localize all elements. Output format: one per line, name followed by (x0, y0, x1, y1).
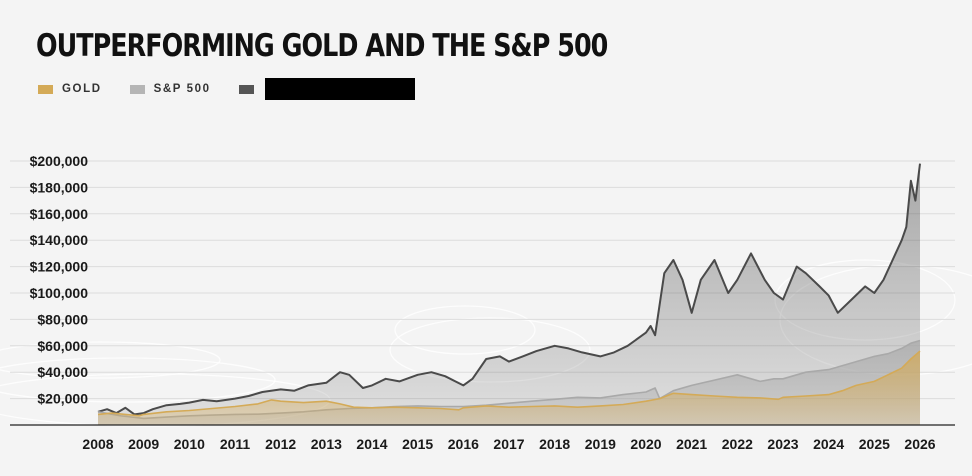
x-tick-label: 2025 (859, 436, 890, 452)
x-tick-label: 2022 (722, 436, 753, 452)
x-tick-label: 2008 (82, 436, 113, 452)
x-tick-label: 2014 (356, 436, 387, 452)
line-third (97, 163, 921, 416)
area-third (98, 163, 920, 425)
legend-swatch-gold (38, 84, 53, 94)
tick-labels: $20,000 $40,000 $60,000 $80,000 $100,000 $120… (30, 153, 936, 452)
x-tick-label: 2024 (813, 436, 844, 452)
x-tick-label: 2020 (630, 436, 661, 452)
contour-line (0, 357, 276, 403)
x-tick-label: 2010 (174, 436, 205, 452)
redacted-label-box (264, 78, 415, 100)
legend: GOLD S&P 500 (38, 78, 443, 100)
x-tick-label: 2013 (311, 436, 342, 452)
legend-swatch-sp500 (129, 84, 145, 94)
x-tick-label: 2026 (904, 436, 935, 452)
legend-label-gold: GOLD (62, 83, 102, 95)
legend-item-sp500: S&P 500 (129, 83, 211, 95)
y-tick-label: $140,000 (30, 232, 89, 248)
x-tick-label: 2016 (448, 436, 479, 452)
x-tick-label: 2015 (402, 436, 433, 452)
x-tick-label: 2019 (585, 436, 616, 452)
x-tick-label: 2023 (767, 436, 798, 452)
y-tick-label: $160,000 (30, 206, 89, 222)
y-tick-label: $180,000 (30, 179, 89, 195)
y-tick-label: $120,000 (30, 259, 89, 275)
y-tick-label: $60,000 (37, 338, 88, 354)
line-gold (97, 350, 921, 417)
y-tick-label: $200,000 (30, 153, 89, 169)
y-tick-label: $100,000 (30, 285, 89, 301)
x-tick-label: 2009 (128, 436, 159, 452)
legend-item-gold: GOLD (38, 83, 102, 95)
x-tick-label: 2012 (265, 436, 296, 452)
x-tick-label: 2018 (539, 436, 570, 452)
contour-line (394, 305, 536, 355)
x-tick-label: 2017 (493, 436, 524, 452)
series-areas (97, 163, 921, 425)
legend-swatch-redacted (238, 84, 254, 94)
y-tick-label: $80,000 (37, 311, 88, 327)
chart-title: OUTPERFORMING GOLD AND THE S&P 500 (36, 28, 608, 64)
y-tick-label: $20,000 (37, 391, 88, 407)
area-gold (98, 351, 920, 425)
y-tick-label: $40,000 (37, 364, 88, 380)
legend-label-sp500: S&P 500 (153, 83, 211, 95)
x-tick-label: 2011 (220, 436, 251, 452)
contour-line (0, 341, 221, 379)
x-tick-label: 2021 (676, 436, 707, 452)
legend-item-redacted (238, 78, 415, 100)
